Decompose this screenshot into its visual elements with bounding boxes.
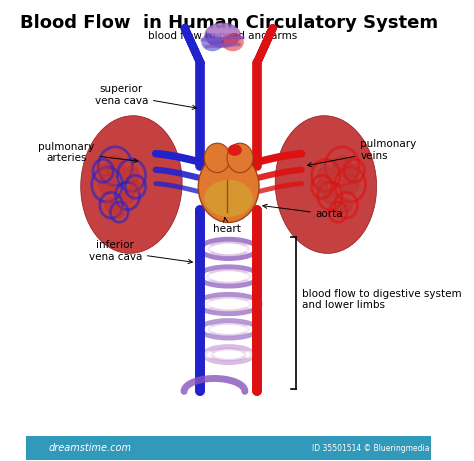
- Circle shape: [349, 165, 360, 177]
- Ellipse shape: [204, 245, 213, 253]
- Ellipse shape: [245, 273, 254, 280]
- Circle shape: [99, 175, 116, 194]
- Text: Blood Flow  in Human Circulatory System: Blood Flow in Human Circulatory System: [19, 13, 438, 31]
- Ellipse shape: [231, 325, 240, 333]
- Ellipse shape: [275, 116, 377, 254]
- Ellipse shape: [218, 325, 227, 333]
- Ellipse shape: [218, 273, 227, 280]
- Text: inferior
vena cava: inferior vena cava: [89, 240, 192, 264]
- Circle shape: [342, 175, 359, 194]
- Ellipse shape: [204, 351, 213, 358]
- Circle shape: [318, 166, 334, 184]
- Circle shape: [227, 143, 253, 172]
- Ellipse shape: [201, 33, 224, 51]
- Circle shape: [130, 181, 141, 193]
- Circle shape: [114, 207, 124, 218]
- Text: blood flow to digestive system
and lower limbs: blood flow to digestive system and lower…: [301, 289, 461, 310]
- Ellipse shape: [245, 245, 254, 253]
- Ellipse shape: [218, 301, 227, 307]
- Ellipse shape: [218, 351, 227, 358]
- Ellipse shape: [231, 273, 240, 280]
- Ellipse shape: [245, 301, 254, 307]
- Circle shape: [98, 165, 109, 177]
- Ellipse shape: [218, 245, 227, 253]
- Circle shape: [204, 143, 230, 172]
- Ellipse shape: [204, 23, 241, 48]
- Ellipse shape: [198, 151, 259, 223]
- Circle shape: [340, 198, 352, 213]
- Ellipse shape: [231, 301, 240, 307]
- Circle shape: [333, 207, 343, 218]
- Ellipse shape: [204, 325, 213, 333]
- Circle shape: [105, 198, 118, 213]
- Ellipse shape: [204, 301, 213, 307]
- Circle shape: [323, 189, 337, 204]
- Ellipse shape: [228, 144, 242, 156]
- Ellipse shape: [204, 180, 253, 217]
- Text: ID 35501514 © Blueringmedia: ID 35501514 © Blueringmedia: [312, 444, 429, 453]
- Circle shape: [316, 181, 328, 193]
- Text: aorta: aorta: [263, 204, 343, 219]
- Circle shape: [121, 189, 134, 204]
- Text: superior
vena cava: superior vena cava: [95, 84, 197, 109]
- Bar: [26, 437, 431, 460]
- Ellipse shape: [231, 351, 240, 358]
- Ellipse shape: [231, 245, 240, 253]
- Text: pulmonary
veins: pulmonary veins: [308, 139, 417, 167]
- Circle shape: [124, 166, 139, 184]
- Text: blood flow to head and arms: blood flow to head and arms: [148, 30, 297, 41]
- Ellipse shape: [209, 24, 233, 37]
- Text: dreamstime.com: dreamstime.com: [48, 443, 131, 453]
- Circle shape: [106, 155, 125, 177]
- Text: heart: heart: [213, 218, 241, 234]
- Circle shape: [333, 155, 351, 177]
- Text: pulmonary
arteries: pulmonary arteries: [38, 142, 138, 163]
- Ellipse shape: [81, 116, 182, 254]
- Ellipse shape: [245, 325, 254, 333]
- Ellipse shape: [245, 351, 254, 358]
- Ellipse shape: [221, 33, 244, 51]
- Ellipse shape: [204, 273, 213, 280]
